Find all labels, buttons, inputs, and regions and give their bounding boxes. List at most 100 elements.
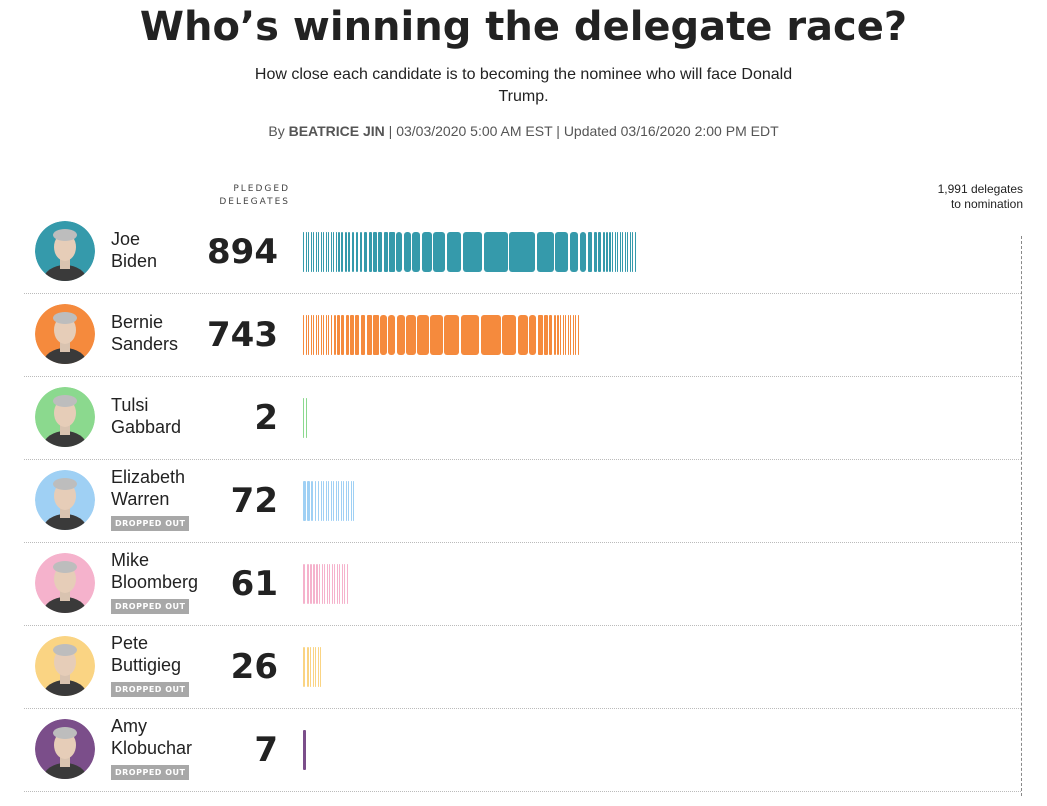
delegate-bar-segment[interactable] <box>572 315 574 355</box>
delegate-bar-segment[interactable] <box>319 564 321 604</box>
byline-author[interactable]: BEATRICE JIN <box>288 123 385 139</box>
delegate-bar-segment[interactable] <box>303 564 306 604</box>
delegate-bar-segment[interactable] <box>570 315 572 355</box>
delegate-bar-segment[interactable] <box>360 315 366 355</box>
delegate-bar-segment[interactable] <box>305 232 307 272</box>
delegate-bar-segment[interactable] <box>622 232 624 272</box>
delegate-bar-segment[interactable] <box>609 232 611 272</box>
delegate-bar-segment[interactable] <box>353 481 355 521</box>
delegate-bar-segment[interactable] <box>569 232 579 272</box>
delegate-bar-segment[interactable] <box>380 315 387 355</box>
delegate-bar-segment[interactable] <box>324 564 326 604</box>
delegate-bar-segment[interactable] <box>444 315 460 355</box>
delegate-bar-segment[interactable] <box>323 315 324 355</box>
delegate-bar-segment[interactable] <box>334 564 336 604</box>
delegate-bar-segment[interactable] <box>320 481 322 521</box>
delegate-bar-segment[interactable] <box>330 232 332 272</box>
delegate-bar-segment[interactable] <box>446 232 462 272</box>
delegate-bar-segment[interactable] <box>421 232 432 272</box>
delegate-bar-segment[interactable] <box>308 232 309 272</box>
delegate-bar-segment[interactable] <box>315 315 317 355</box>
delegate-bar-segment[interactable] <box>624 232 626 272</box>
delegate-bar-segment[interactable] <box>355 315 360 355</box>
delegate-bar-segment[interactable] <box>549 315 553 355</box>
delegate-bar-segment[interactable] <box>634 232 636 272</box>
delegate-bar-segment[interactable] <box>614 232 616 272</box>
delegate-bar-segment[interactable] <box>560 315 562 355</box>
delegate-bar-segment[interactable] <box>306 647 309 687</box>
delegate-bar-segment[interactable] <box>344 564 346 604</box>
delegate-bar-segment[interactable] <box>363 232 367 272</box>
delegate-bar-segment[interactable] <box>366 315 372 355</box>
delegate-bar-segment[interactable] <box>606 232 608 272</box>
delegate-bar-segment[interactable] <box>307 481 310 521</box>
delegate-bar-segment[interactable] <box>368 232 372 272</box>
delegate-bar-segment[interactable] <box>320 647 322 687</box>
delegate-bar-segment[interactable] <box>575 315 577 355</box>
delegate-bar-segment[interactable] <box>529 315 537 355</box>
delegate-bar-segment[interactable] <box>598 232 602 272</box>
delegate-bar-segment[interactable] <box>462 232 483 272</box>
delegate-bar-segment[interactable] <box>567 315 569 355</box>
delegate-bar-segment[interactable] <box>355 232 359 272</box>
delegate-bar-segment[interactable] <box>537 315 543 355</box>
delegate-bar-segment[interactable] <box>417 315 429 355</box>
delegate-bar-segment[interactable] <box>333 232 335 272</box>
delegate-bar-segment[interactable] <box>303 730 306 770</box>
delegate-bar-segment[interactable] <box>345 315 349 355</box>
delegate-bar-segment[interactable] <box>373 232 377 272</box>
delegate-bar-segment[interactable] <box>553 315 556 355</box>
delegate-bar-segment[interactable] <box>311 481 314 521</box>
delegate-bar-segment[interactable] <box>536 232 554 272</box>
delegate-bar-segment[interactable] <box>502 315 517 355</box>
delegate-bar-segment[interactable] <box>579 232 587 272</box>
delegate-bar-segment[interactable] <box>330 315 333 355</box>
delegate-bar-segment[interactable] <box>509 232 536 272</box>
delegate-bar-segment[interactable] <box>325 315 327 355</box>
delegate-bar-segment[interactable] <box>326 564 328 604</box>
delegate-bar-segment[interactable] <box>359 232 363 272</box>
delegate-bar-segment[interactable] <box>310 564 312 604</box>
delegate-bar-segment[interactable] <box>313 564 315 604</box>
delegate-bar-segment[interactable] <box>627 232 629 272</box>
delegate-bar-segment[interactable] <box>557 315 559 355</box>
delegate-bar-segment[interactable] <box>303 398 304 438</box>
delegate-bar-segment[interactable] <box>310 647 312 687</box>
delegate-bar-segment[interactable] <box>339 564 341 604</box>
delegate-bar-segment[interactable] <box>341 232 344 272</box>
delegate-bar-segment[interactable] <box>320 232 322 272</box>
delegate-bar-segment[interactable] <box>305 315 307 355</box>
delegate-bar-segment[interactable] <box>340 481 342 521</box>
delegate-bar-segment[interactable] <box>617 232 619 272</box>
delegate-bar-segment[interactable] <box>480 315 501 355</box>
delegate-bar-segment[interactable] <box>345 481 347 521</box>
delegate-bar-segment[interactable] <box>383 232 388 272</box>
delegate-bar-segment[interactable] <box>323 481 325 521</box>
delegate-bar-segment[interactable] <box>378 232 383 272</box>
delegate-bar-segment[interactable] <box>333 315 336 355</box>
delegate-bar-segment[interactable] <box>348 481 350 521</box>
delegate-bar-segment[interactable] <box>602 232 605 272</box>
delegate-bar-segment[interactable] <box>344 232 347 272</box>
delegate-bar-segment[interactable] <box>320 315 322 355</box>
delegate-bar-segment[interactable] <box>328 232 329 272</box>
delegate-bar-segment[interactable] <box>483 232 508 272</box>
delegate-bar-segment[interactable] <box>335 481 337 521</box>
delegate-bar-segment[interactable] <box>389 232 395 272</box>
delegate-bar-segment[interactable] <box>562 315 564 355</box>
delegate-bar-segment[interactable] <box>373 315 379 355</box>
delegate-bar-segment[interactable] <box>577 315 579 355</box>
delegate-bar-segment[interactable] <box>343 481 345 521</box>
delegate-bar-segment[interactable] <box>338 481 340 521</box>
delegate-bar-segment[interactable] <box>555 232 569 272</box>
delegate-bar-segment[interactable] <box>312 647 314 687</box>
delegate-bar-segment[interactable] <box>303 647 306 687</box>
delegate-bar-segment[interactable] <box>325 481 327 521</box>
delegate-bar-segment[interactable] <box>316 564 318 604</box>
delegate-bar-segment[interactable] <box>318 232 319 272</box>
delegate-bar-segment[interactable] <box>303 481 306 521</box>
delegate-bar-segment[interactable] <box>321 564 323 604</box>
delegate-bar-segment[interactable] <box>308 315 309 355</box>
delegate-bar-segment[interactable] <box>341 315 345 355</box>
delegate-bar-segment[interactable] <box>303 232 304 272</box>
